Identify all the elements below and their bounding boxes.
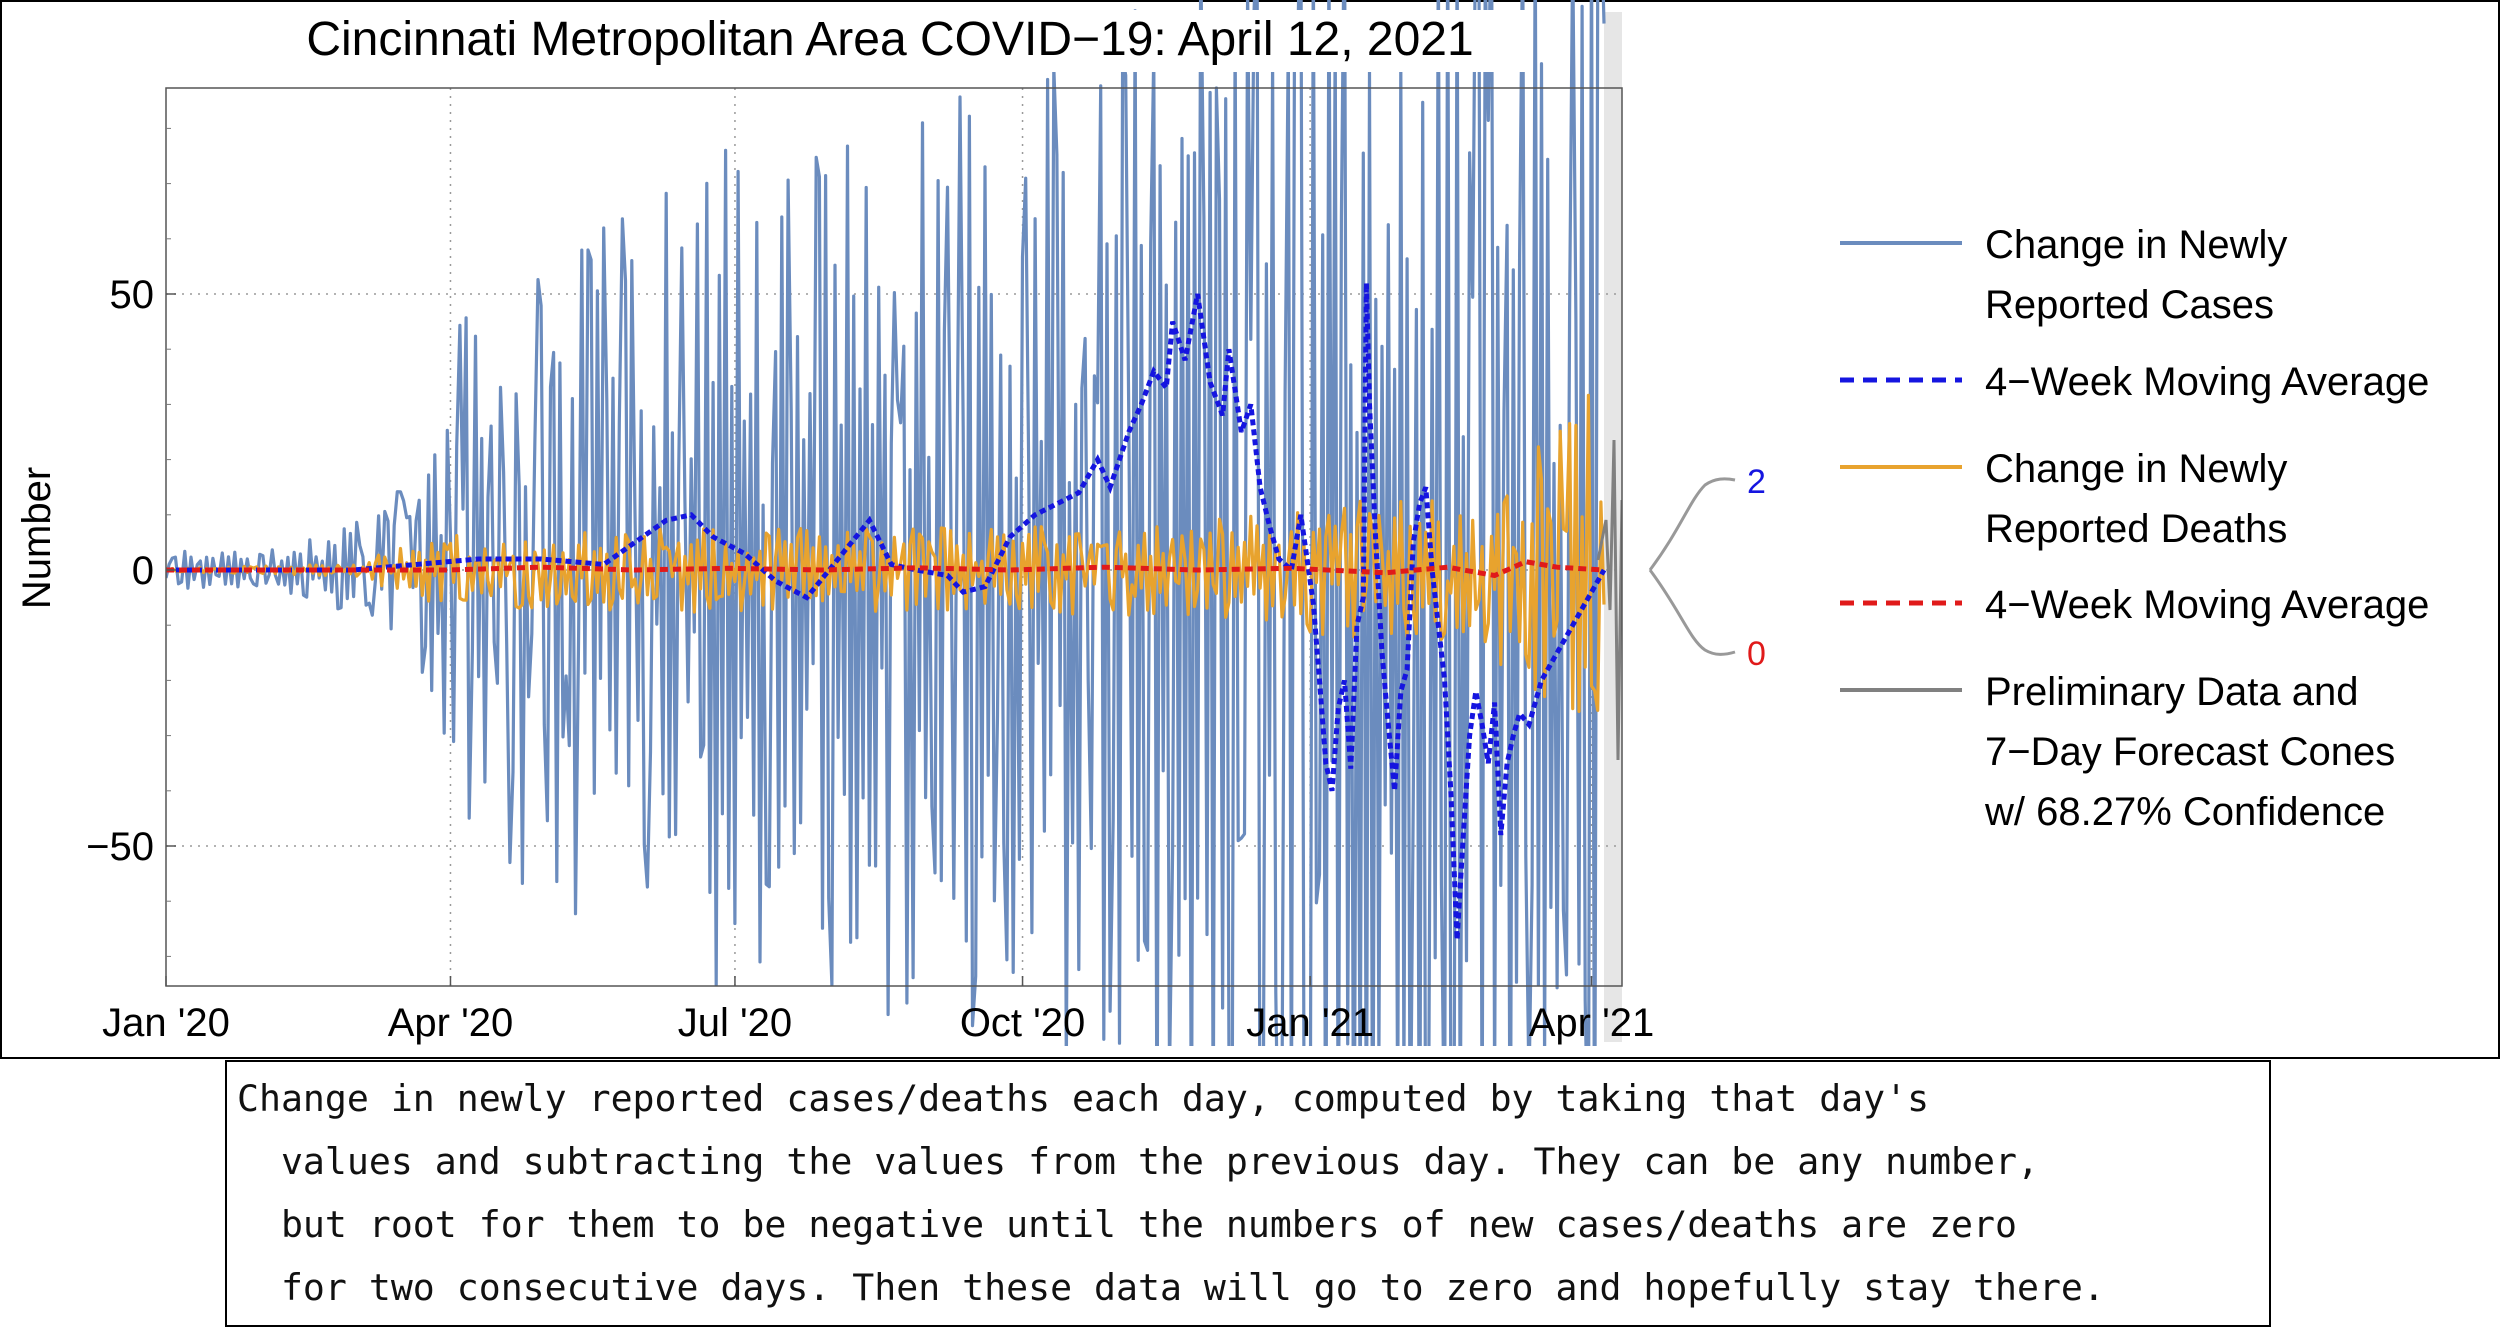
chart-title: Cincinnati Metropolitan Area COVID−19: A… <box>306 13 1473 66</box>
legend-label: 7−Day Forecast Cones <box>1985 730 2395 774</box>
preliminary-data-line <box>1596 439 1622 761</box>
legend-label: Preliminary Data and <box>1985 670 2359 714</box>
caption-line: for two consecutive days. Then these dat… <box>237 1266 2105 1309</box>
x-tick-label: Apr '20 <box>388 1001 514 1045</box>
legend-label: 4−Week Moving Average <box>1985 583 2429 627</box>
x-tick-label: Jan '21 <box>1246 1001 1374 1045</box>
legend-label: w/ 68.27% Confidence <box>1984 790 2385 834</box>
forecast-label-deaths: 0 <box>1747 635 1766 673</box>
deaths-moving-average-line <box>166 559 1605 579</box>
cases-moving-average-line <box>166 282 1607 940</box>
x-tick-label: Oct '20 <box>960 1001 1085 1045</box>
y-tick-label: 50 <box>110 273 155 317</box>
y-tick-label: 0 <box>132 549 154 593</box>
caption-line: values and subtracting the values from t… <box>237 1140 2039 1183</box>
legend-label: 4−Week Moving Average <box>1985 360 2429 404</box>
x-tick-label: Jul '20 <box>678 1001 792 1045</box>
forecast-label-cases: 2 <box>1747 463 1766 501</box>
title-backdrop <box>255 10 1525 72</box>
caption-line: Change in newly reported cases/deaths ea… <box>237 1077 1930 1120</box>
legend-label: Reported Deaths <box>1985 507 2287 551</box>
y-tick-label: −50 <box>86 825 154 869</box>
legend-label: Change in Newly <box>1985 223 2287 267</box>
legend-label: Change in Newly <box>1985 447 2287 491</box>
forecast-cone-lower <box>1648 569 1736 656</box>
chart-figure: 50 0 −50 Jan '20 Apr '20 Jul '20 Oct '20 Jan '2… <box>15 0 2429 1046</box>
caption-line: but root for them to be negative until t… <box>237 1203 2017 1246</box>
forecast-cones: 20 <box>1648 463 1766 673</box>
x-tick-label: Apr '21 <box>1529 1001 1655 1045</box>
legend-label: Reported Cases <box>1985 283 2274 327</box>
forecast-cone-upper <box>1648 477 1736 571</box>
x-tick-label: Jan '20 <box>102 1001 230 1045</box>
legend: Change in Newly Reported Cases 4−Week Movi… <box>1840 223 2429 834</box>
plot-frame <box>165 87 1623 987</box>
series-layer <box>166 0 1622 1046</box>
axis-layer: 50 0 −50 Jan '20 Apr '20 Jul '20 Oct '20 Jan '2… <box>86 127 1655 1045</box>
y-axis-label: Number <box>15 467 59 609</box>
caption-box: Change in newly reported cases/deaths ea… <box>225 1060 2271 1327</box>
